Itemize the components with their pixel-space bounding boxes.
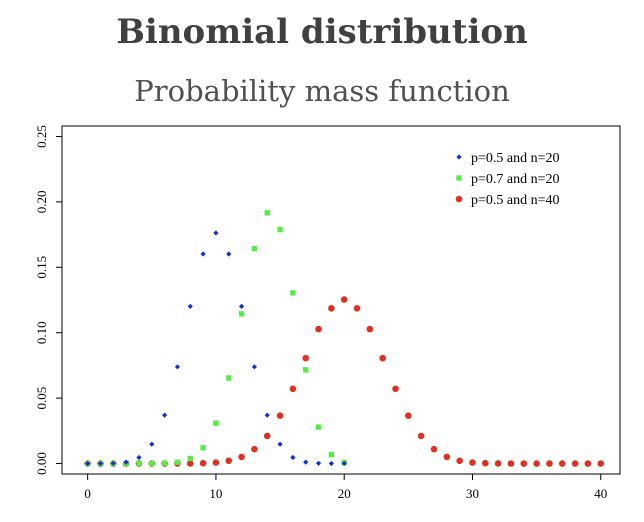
data-point bbox=[225, 457, 233, 465]
data-point bbox=[328, 305, 335, 312]
y-tick-label: 0.00 bbox=[34, 452, 49, 475]
data-point bbox=[303, 459, 309, 465]
data-point bbox=[213, 230, 219, 236]
data-point bbox=[290, 290, 296, 296]
y-tick-label: 0.05 bbox=[34, 387, 49, 410]
data-point bbox=[187, 455, 193, 462]
data-point bbox=[315, 325, 322, 333]
data-point bbox=[328, 460, 334, 467]
data-point bbox=[289, 385, 297, 393]
data-point bbox=[186, 460, 194, 467]
data-point bbox=[226, 375, 232, 381]
data-point bbox=[584, 460, 592, 467]
data-point bbox=[392, 385, 399, 393]
data-point bbox=[328, 451, 335, 458]
data-point bbox=[251, 245, 258, 252]
data-point bbox=[187, 303, 193, 309]
data-point bbox=[149, 460, 155, 467]
y-tick-label: 0.15 bbox=[34, 256, 49, 279]
data-point bbox=[136, 454, 142, 461]
data-point bbox=[353, 305, 361, 312]
data-point bbox=[302, 354, 310, 362]
data-point bbox=[238, 303, 245, 309]
x-tick-label: 30 bbox=[466, 486, 479, 501]
y-tick-label: 0.10 bbox=[34, 321, 49, 344]
data-point bbox=[161, 460, 168, 466]
x-tick-label: 20 bbox=[338, 486, 351, 501]
data-point bbox=[200, 251, 206, 257]
data-point bbox=[226, 251, 232, 257]
data-points bbox=[84, 210, 605, 467]
data-point bbox=[149, 441, 155, 447]
data-point bbox=[597, 460, 605, 467]
y-tick-label: 0.20 bbox=[34, 191, 49, 214]
data-point bbox=[123, 459, 129, 465]
data-point bbox=[456, 457, 463, 465]
axes: 0 10 20 30 40 0.00 0.05 0.10 0.15 0.20 0.25 bbox=[34, 125, 607, 501]
legend-label: p=0.5 and n=20 bbox=[471, 151, 560, 166]
data-point bbox=[571, 460, 579, 467]
data-point bbox=[238, 453, 245, 461]
plot-frame bbox=[61, 125, 621, 475]
data-point bbox=[546, 460, 553, 467]
legend-label: p=0.7 and n=20 bbox=[471, 172, 560, 187]
data-point bbox=[469, 459, 476, 466]
data-point bbox=[520, 460, 528, 467]
data-point bbox=[277, 226, 283, 233]
x-tick-label: 10 bbox=[209, 486, 222, 501]
data-point bbox=[340, 296, 348, 303]
data-point bbox=[482, 459, 489, 467]
data-point bbox=[174, 459, 181, 465]
data-point bbox=[315, 460, 322, 466]
legend: p=0.5 and n=20 p=0.7 and n=20 p=0.5 and n=… bbox=[455, 151, 560, 208]
data-point bbox=[200, 445, 206, 451]
data-point bbox=[264, 210, 270, 216]
data-point bbox=[303, 367, 309, 373]
data-point bbox=[251, 364, 258, 370]
data-point bbox=[290, 454, 296, 461]
x-tick-label: 0 bbox=[84, 486, 91, 501]
y-tick-label: 0.25 bbox=[34, 125, 49, 148]
data-point bbox=[405, 412, 412, 420]
data-point bbox=[264, 412, 270, 418]
data-point bbox=[199, 459, 207, 467]
data-point bbox=[85, 460, 91, 467]
data-point bbox=[443, 453, 451, 461]
data-point bbox=[507, 460, 515, 467]
data-point bbox=[494, 460, 502, 467]
data-point bbox=[97, 460, 104, 467]
data-point bbox=[251, 445, 258, 453]
data-point bbox=[379, 354, 386, 362]
data-point bbox=[558, 460, 566, 467]
data-point bbox=[366, 325, 374, 333]
data-point bbox=[174, 364, 181, 370]
legend-marker bbox=[456, 154, 462, 160]
data-point bbox=[430, 445, 438, 453]
data-point bbox=[110, 460, 116, 466]
data-point bbox=[212, 459, 220, 466]
data-point bbox=[315, 424, 322, 430]
data-point bbox=[162, 412, 168, 418]
legend-label: p=0.5 and n=40 bbox=[471, 193, 560, 208]
legend-marker bbox=[455, 195, 463, 203]
data-point bbox=[341, 460, 347, 467]
data-point bbox=[136, 460, 142, 467]
data-point bbox=[417, 432, 425, 440]
data-point bbox=[276, 412, 284, 420]
data-point bbox=[238, 311, 245, 317]
chart-subtitle: Probability mass function bbox=[134, 74, 510, 108]
data-point bbox=[263, 432, 271, 440]
data-point bbox=[213, 420, 219, 426]
x-tick-label: 40 bbox=[594, 486, 607, 501]
data-point bbox=[277, 441, 283, 447]
data-point bbox=[533, 460, 540, 467]
chart-title: Binomial distribution bbox=[116, 12, 528, 52]
legend-marker bbox=[456, 175, 462, 181]
